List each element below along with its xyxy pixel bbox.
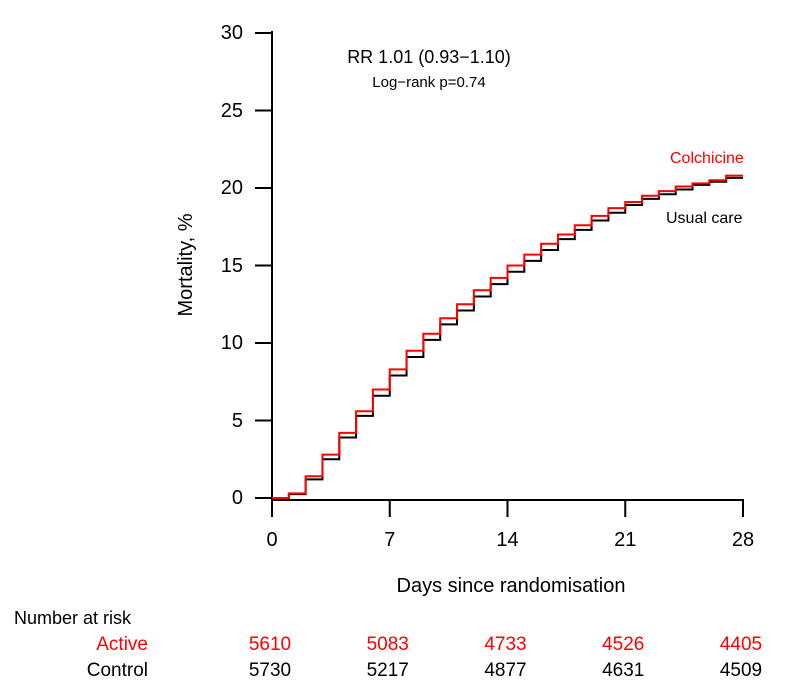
y-tick-label: 30	[220, 22, 243, 44]
rr-annotation: RR 1.01 (0.93−1.10)	[347, 47, 511, 67]
y-tick-label: 20	[220, 177, 243, 199]
number-at-risk-row-label: Control	[86, 660, 148, 681]
y-tick-label: 10	[220, 332, 243, 354]
number-at-risk-value: 4733	[484, 634, 527, 655]
x-tick-label: 28	[731, 529, 755, 551]
x-tick-label: 0	[266, 529, 278, 551]
logrank-annotation: Log−rank p=0.74	[372, 74, 486, 91]
number-at-risk-value: 4877	[484, 660, 527, 681]
colchicine-curve	[272, 174, 743, 499]
number-at-risk-value: 4405	[719, 634, 763, 655]
y-tick-label: 5	[231, 409, 243, 432]
x-tick-label: 14	[496, 529, 519, 551]
usual-care-curve-label: Usual care	[666, 210, 743, 227]
number-at-risk-value: 5083	[366, 634, 409, 655]
y-tick-label: 25	[220, 99, 243, 122]
number-at-risk-value: 5217	[366, 660, 409, 681]
number-at-risk-value: 5610	[248, 634, 292, 655]
x-tick-label: 7	[384, 529, 396, 551]
colchicine-curve-label: Colchicine	[670, 150, 744, 167]
y-tick-label: 15	[220, 254, 243, 277]
x-axis-title: Days since randomisation	[396, 575, 626, 597]
number-at-risk-value: 4509	[719, 660, 763, 681]
number-at-risk-row-label: Active	[96, 634, 148, 655]
x-tick-label: 21	[614, 529, 637, 551]
y-tick-label: 0	[231, 487, 243, 509]
number-at-risk-value: 4526	[602, 634, 645, 655]
number-at-risk-value: 5730	[248, 660, 292, 681]
number-at-risk-title: Number at risk	[14, 608, 132, 628]
number-at-risk-value: 4631	[602, 660, 645, 681]
